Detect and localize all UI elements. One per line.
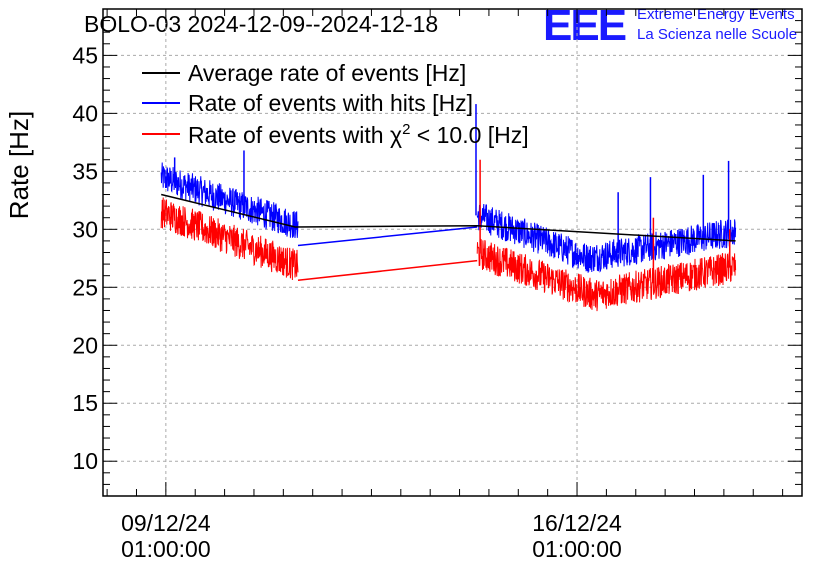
legend: Average rate of events [Hz] Rate of even… [142, 60, 529, 148]
y-tick-labels: 10 15 20 25 30 35 40 45 [72, 42, 98, 474]
axes [102, 8, 803, 497]
series-gap-line [297, 226, 478, 247]
x-tick-label-date: 16/12/24 [532, 510, 622, 536]
y-tick-label: 10 [72, 448, 98, 474]
chart-title: BOLO-03 2024-12-09--2024-12-18 [84, 11, 438, 37]
y-tick-label: 25 [72, 274, 98, 300]
legend-label-hits: Rate of events with hits [Hz] [188, 90, 473, 116]
series-0 [161, 193, 736, 242]
series-gap-line [297, 259, 478, 282]
series-noise-band [594, 252, 737, 312]
data-series [160, 104, 737, 312]
x-tick-label-date: 09/12/24 [121, 510, 211, 536]
series-noise-band [588, 219, 737, 273]
eee-logo-line1: Extreme Energy Events [637, 6, 795, 23]
series-2 [160, 159, 737, 312]
x-tick-label-time: 01:00:00 [121, 536, 211, 562]
y-tick-label: 30 [72, 216, 98, 242]
y-tick-label: 20 [72, 332, 98, 358]
legend-label-average: Average rate of events [Hz] [188, 60, 466, 86]
y-tick-label: 40 [72, 100, 98, 126]
series-noise-band [160, 162, 299, 238]
series-noise-band [476, 238, 596, 310]
series-noise-band [476, 203, 590, 273]
series-line [161, 193, 736, 242]
legend-label-chi2: Rate of events with χ2 < 10.0 [Hz] [188, 121, 529, 148]
grid-lines [103, 9, 802, 496]
y-tick-label: 15 [72, 390, 98, 416]
y-axis-label: Rate [Hz] [4, 111, 34, 219]
y-tick-label: 45 [72, 42, 98, 68]
x-tick-label-time: 01:00:00 [532, 536, 622, 562]
y-tick-label: 35 [72, 158, 98, 184]
series-noise-band [160, 197, 299, 281]
eee-logo-line2: La Scienza nelle Scuole [637, 26, 797, 43]
